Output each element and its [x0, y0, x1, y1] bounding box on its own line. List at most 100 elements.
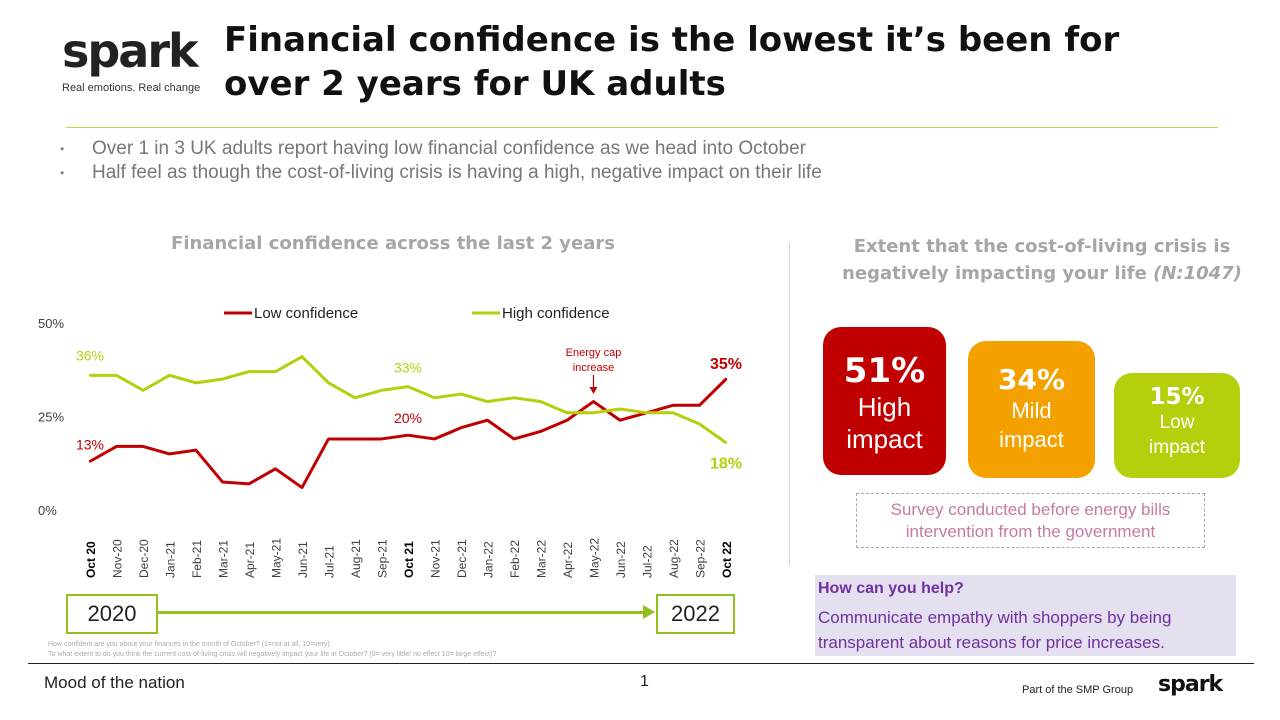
- help-heading: How can you help?: [818, 580, 964, 597]
- spark-logo: spark: [62, 24, 199, 78]
- data-point: [512, 396, 516, 399]
- data-point: [88, 460, 92, 463]
- data-point: [115, 374, 118, 377]
- x-tick-label: May-22: [588, 538, 602, 578]
- data-point: [380, 389, 383, 392]
- data-point: [406, 385, 410, 388]
- data-point: [486, 419, 489, 422]
- label-line: impact: [846, 424, 923, 454]
- data-point: [698, 404, 701, 407]
- data-point: [353, 437, 357, 441]
- data-point: [274, 370, 277, 373]
- x-tick-label: Sep-21: [376, 539, 390, 578]
- section-divider: [789, 243, 790, 565]
- data-point: [724, 441, 728, 444]
- footer-divider: [28, 663, 1254, 664]
- data-point: [486, 400, 489, 403]
- title-divider: [66, 127, 1218, 128]
- help-body: Communicate empathy with shoppers by bei…: [818, 608, 1172, 652]
- data-point: [459, 392, 463, 396]
- bullet-item: Half feel as though the cost-of-living c…: [60, 161, 822, 185]
- data-point: [353, 396, 357, 399]
- data-label: 18%: [710, 456, 742, 473]
- data-point: [539, 430, 542, 433]
- x-tick-label: Dec-20: [137, 539, 151, 578]
- bullet-item: Over 1 in 3 UK adults report having low …: [60, 137, 822, 161]
- x-tick-label: Mar-22: [535, 540, 549, 578]
- x-tick-label: Apr-22: [561, 542, 575, 578]
- data-point: [380, 437, 383, 441]
- note-line1: Survey conducted before energy bills: [890, 500, 1171, 519]
- data-point: [618, 419, 622, 422]
- data-point: [724, 377, 728, 381]
- legend-label: High confidence: [502, 305, 610, 322]
- footnote: To what extent to do you think the curre…: [48, 651, 497, 658]
- line-chart: 0% 25% 50% Oct 20 Nov-20 Dec-20 Jan-21 Feb-21 Ma…: [38, 305, 742, 578]
- page-title: Financial confidence is the lowest it’s …: [224, 20, 1120, 104]
- timeline-end: 2022: [656, 594, 735, 634]
- x-tick-label: Jul-22: [641, 545, 655, 578]
- series-line-low: [89, 378, 728, 490]
- x-tick-label: May-21: [270, 538, 284, 578]
- y-tick-label: 25%: [38, 410, 64, 425]
- data-point: [168, 452, 171, 456]
- data-point: [168, 374, 171, 377]
- data-point: [539, 400, 542, 403]
- data-point: [115, 445, 118, 448]
- data-point: [221, 480, 224, 484]
- data-point: [698, 422, 701, 426]
- x-tick-label: Nov-20: [111, 539, 125, 578]
- data-point: [459, 426, 463, 429]
- x-tick-label: Oct 21: [402, 541, 416, 578]
- data-point: [221, 377, 224, 381]
- x-tick-label: Jan-22: [482, 541, 496, 578]
- data-point: [194, 448, 198, 452]
- x-tick-label: Aug-22: [667, 539, 681, 578]
- note-line2: intervention from the government: [905, 522, 1156, 541]
- annotation-label: Energy cap: [566, 347, 622, 359]
- x-tick-label: Oct 22: [720, 541, 734, 578]
- data-point: [565, 419, 569, 422]
- x-tick-label: Jan-21: [164, 541, 178, 578]
- x-tick-label: Apr-21: [243, 542, 257, 578]
- timeline-start: 2020: [66, 594, 158, 634]
- y-tick-label: 0%: [38, 503, 57, 518]
- data-point: [565, 411, 569, 414]
- footer-label: Mood of the nation: [44, 673, 185, 692]
- data-point: [645, 411, 648, 414]
- data-point: [274, 467, 277, 471]
- x-tick-label: Mar-21: [217, 540, 231, 578]
- x-tick-label: Aug-21: [349, 539, 363, 578]
- data-point: [433, 396, 436, 399]
- x-tick-label: Jun-22: [614, 541, 628, 578]
- data-point: [141, 389, 145, 392]
- data-label: 33%: [394, 360, 422, 376]
- logo-tagline: Real emotions. Real change: [62, 82, 201, 94]
- label-line: impact: [999, 427, 1064, 452]
- arrow-down-icon: [589, 387, 598, 394]
- x-tick-label: Oct 20: [84, 541, 98, 578]
- data-point: [300, 355, 304, 358]
- x-tick-label: Jul-21: [323, 545, 337, 578]
- data-label: 36%: [76, 347, 104, 363]
- label-line: High: [857, 392, 912, 422]
- high-impact-box: 51% High impact: [823, 327, 946, 475]
- data-point: [194, 381, 198, 385]
- survey-note: Survey conducted before energy bills int…: [856, 493, 1205, 548]
- arrow-right-icon: [643, 605, 655, 619]
- impact-title-line1: Extent that the cost-of-living crisis is: [853, 236, 1231, 257]
- high-impact-label: High impact: [823, 391, 946, 455]
- low-impact-pct: 15%: [1149, 384, 1205, 410]
- high-impact-pct: 51%: [843, 351, 926, 391]
- data-point: [247, 482, 251, 486]
- mild-impact-label: Mild impact: [968, 396, 1095, 454]
- data-point: [592, 400, 595, 403]
- x-tick-label: Feb-22: [508, 540, 522, 578]
- data-point: [512, 437, 516, 441]
- group-label: Part of the SMP Group: [1022, 684, 1134, 696]
- data-point: [88, 374, 92, 377]
- impact-title-line2: negatively impacting your life: [842, 263, 1147, 284]
- label-line: Low: [1159, 412, 1195, 433]
- x-tick-label: Dec-21: [455, 539, 469, 578]
- data-point: [327, 437, 330, 441]
